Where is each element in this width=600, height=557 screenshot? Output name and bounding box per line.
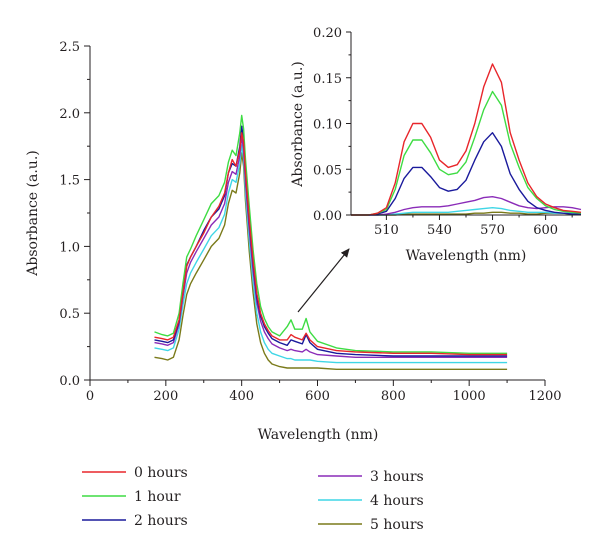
legend-item: 5 hours bbox=[318, 517, 424, 533]
main-series-1-hour bbox=[154, 114, 508, 354]
inset-series-0-hours bbox=[351, 63, 582, 216]
main-x-tick-label: 400 bbox=[229, 389, 254, 404]
main-x-tick-label: 1000 bbox=[453, 389, 486, 404]
legend-item: 3 hours bbox=[318, 469, 424, 485]
main-series-5-hours bbox=[154, 152, 508, 370]
legend-label: 4 hours bbox=[370, 493, 424, 509]
main-x-tick-label: 1200 bbox=[528, 389, 561, 404]
inset-axes: 510 540 570 600 0.00 0.05 0.10 0.15 0.20 bbox=[313, 26, 581, 238]
main-series-0-hours bbox=[154, 132, 508, 356]
main-x-tick-label: 0 bbox=[86, 389, 94, 404]
inset-series-group bbox=[351, 63, 582, 216]
inset-series-4-hours bbox=[351, 206, 582, 216]
inset-x-tick-label: 540 bbox=[427, 223, 452, 238]
legend-label: 0 hours bbox=[134, 465, 188, 481]
inset-chart: 510 540 570 600 0.00 0.05 0.10 0.15 0.20 Wavelen… bbox=[290, 26, 582, 264]
main-y-tick-label: 2.5 bbox=[59, 40, 80, 55]
legend-label: 5 hours bbox=[370, 517, 424, 533]
legend-item: 1 hour bbox=[82, 489, 181, 505]
main-y-tick-label: 1.5 bbox=[59, 174, 80, 189]
inset-x-tick-label: 510 bbox=[374, 223, 399, 238]
inset-y-tick-label: 0.00 bbox=[313, 209, 342, 224]
main-y-tick-label: 0.0 bbox=[59, 374, 80, 389]
inset-y-tick-label: 0.15 bbox=[313, 72, 342, 87]
main-x-axis-title: Wavelength (nm) bbox=[258, 427, 379, 443]
inset-x-axis-title: Wavelength (nm) bbox=[406, 248, 527, 264]
legend-label: 3 hours bbox=[370, 469, 424, 485]
main-y-tick-label: 0.5 bbox=[59, 307, 80, 322]
zoom-arrow bbox=[297, 248, 350, 313]
legend-item: 0 hours bbox=[82, 465, 188, 481]
main-x-tick-label: 600 bbox=[305, 389, 330, 404]
inset-x-tick-label: 600 bbox=[533, 223, 558, 238]
main-axes: 0 200 400 600 800 1000 1200 0.0 0.5 1.0 1.5 2.0 2.5 bbox=[59, 40, 561, 404]
main-y-axis-title: Absorbance (a.u.) bbox=[25, 150, 41, 276]
legend-label: 1 hour bbox=[134, 489, 181, 505]
main-x-tick-label: 200 bbox=[153, 389, 178, 404]
main-y-tick-label: 1.0 bbox=[59, 240, 80, 255]
inset-background bbox=[351, 32, 581, 215]
legend: 0 hours 1 hour 2 hours 3 hours 4 hours 5 hour… bbox=[82, 465, 424, 533]
legend-item: 4 hours bbox=[318, 493, 424, 509]
inset-series-3-hours bbox=[351, 195, 582, 216]
main-y-tick-label: 2.0 bbox=[59, 107, 80, 122]
main-series-group bbox=[154, 114, 508, 370]
main-series-4-hours bbox=[154, 144, 508, 364]
inset-series-2-hours bbox=[351, 131, 581, 216]
main-chart: 0 200 400 600 800 1000 12000.00.51.01.52.02.5 … bbox=[25, 40, 562, 443]
inset-series-1-hour bbox=[351, 90, 582, 216]
main-x-tick-label: 800 bbox=[381, 389, 406, 404]
inset-y-axis-title: Absorbance (a.u.) bbox=[290, 61, 306, 187]
legend-item: 2 hours bbox=[82, 513, 188, 529]
inset-x-tick-label: 570 bbox=[480, 223, 505, 238]
legend-label: 2 hours bbox=[134, 513, 188, 529]
inset-y-tick-label: 0.10 bbox=[313, 118, 342, 133]
main-series-3-hours bbox=[154, 136, 508, 358]
inset-y-tick-label: 0.20 bbox=[313, 26, 342, 41]
inset-y-tick-label: 0.05 bbox=[313, 163, 342, 178]
